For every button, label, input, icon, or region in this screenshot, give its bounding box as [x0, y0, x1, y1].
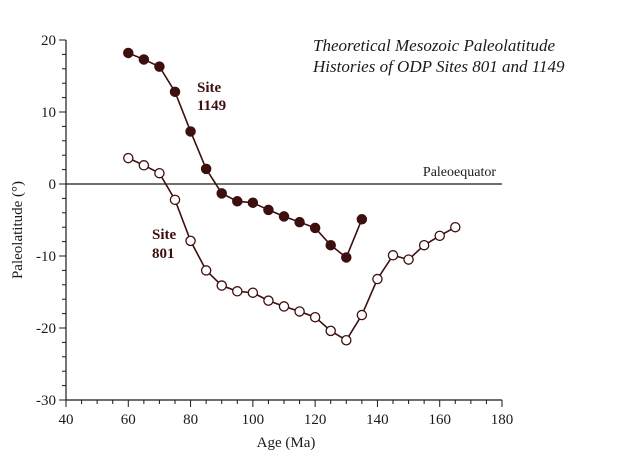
site-801-point	[247, 287, 259, 298]
site-1149-label-line2: 1149	[197, 98, 226, 114]
site-801-point	[232, 286, 243, 297]
site-1149-label-line1: Site	[197, 80, 222, 96]
y-axis-title: Paleolatitude (°)	[10, 181, 26, 279]
site-1149-point	[247, 197, 259, 208]
site-801-point	[138, 160, 150, 171]
chart-title-line2: Histories of ODP Sites 801 and 1149	[312, 57, 565, 76]
site-1149-point	[200, 163, 212, 175]
site-1149-point	[138, 54, 150, 65]
site-801-point	[278, 301, 290, 312]
site-1149-point	[185, 126, 196, 137]
y-tick-label: 20	[41, 33, 56, 49]
site-801-point	[434, 230, 445, 242]
site-801-point	[341, 334, 352, 346]
site-801-label-line1: Site	[152, 227, 177, 243]
x-tick-label: 80	[183, 412, 198, 428]
site-1149-point	[325, 239, 336, 251]
site-801-point	[418, 239, 430, 251]
site-1149-point	[169, 86, 181, 98]
site-1149-point	[232, 196, 243, 207]
site-801-label-line2: 801	[152, 246, 175, 262]
labels-group: Site 1149 Site 801 Theoretical Mesozoic Pale…	[152, 36, 565, 262]
y-tick-label: 10	[41, 105, 56, 121]
site-801-point	[372, 273, 383, 285]
site-1149-point	[263, 204, 274, 216]
x-tick-label: 140	[366, 412, 389, 428]
x-tick-label: 100	[242, 412, 265, 428]
site-801-point	[387, 250, 399, 261]
y-tick-label: 0	[49, 177, 57, 193]
paleoequator-group: Paleoequator	[66, 165, 502, 185]
x-axis-title: Age (Ma)	[257, 435, 316, 451]
site-1149-point	[216, 188, 227, 199]
site-801-point	[169, 194, 181, 206]
site-801-point	[216, 280, 227, 291]
site-1149-point	[278, 211, 290, 222]
x-tick-label: 40	[59, 412, 74, 428]
chart-title-line1: Theoretical Mesozoic Paleolatitude	[313, 36, 555, 55]
site-801-point	[154, 167, 165, 179]
site-1149-point	[154, 61, 165, 72]
site-1149-point	[309, 222, 321, 234]
paleoequator-label: Paleoequator	[423, 165, 496, 180]
site-801-point	[309, 311, 321, 323]
site-1149-point	[123, 47, 134, 59]
x-tick-label: 60	[121, 412, 136, 428]
site-801-point	[356, 309, 368, 321]
series-group	[123, 47, 461, 346]
site-801-point	[185, 235, 196, 247]
site-801-point	[450, 221, 461, 233]
site-801-point	[325, 325, 336, 337]
y-tick-label: -30	[36, 393, 56, 409]
x-tick-label: 120	[304, 412, 327, 428]
site-801-point	[123, 152, 134, 164]
site-801-point	[403, 254, 414, 265]
site-1149-line	[127, 52, 363, 259]
x-tick-label: 180	[491, 412, 514, 428]
y-tick-label: -20	[36, 321, 56, 337]
site-801-point	[263, 295, 274, 306]
site-1149-point	[341, 252, 352, 263]
site-801-point	[294, 306, 305, 317]
site-1149-point	[294, 216, 305, 228]
site-1149-point	[356, 214, 368, 225]
site-801-line	[127, 157, 456, 342]
y-tick-label: -10	[36, 249, 56, 265]
site-801-point	[200, 265, 212, 276]
x-tick-label: 160	[428, 412, 451, 428]
